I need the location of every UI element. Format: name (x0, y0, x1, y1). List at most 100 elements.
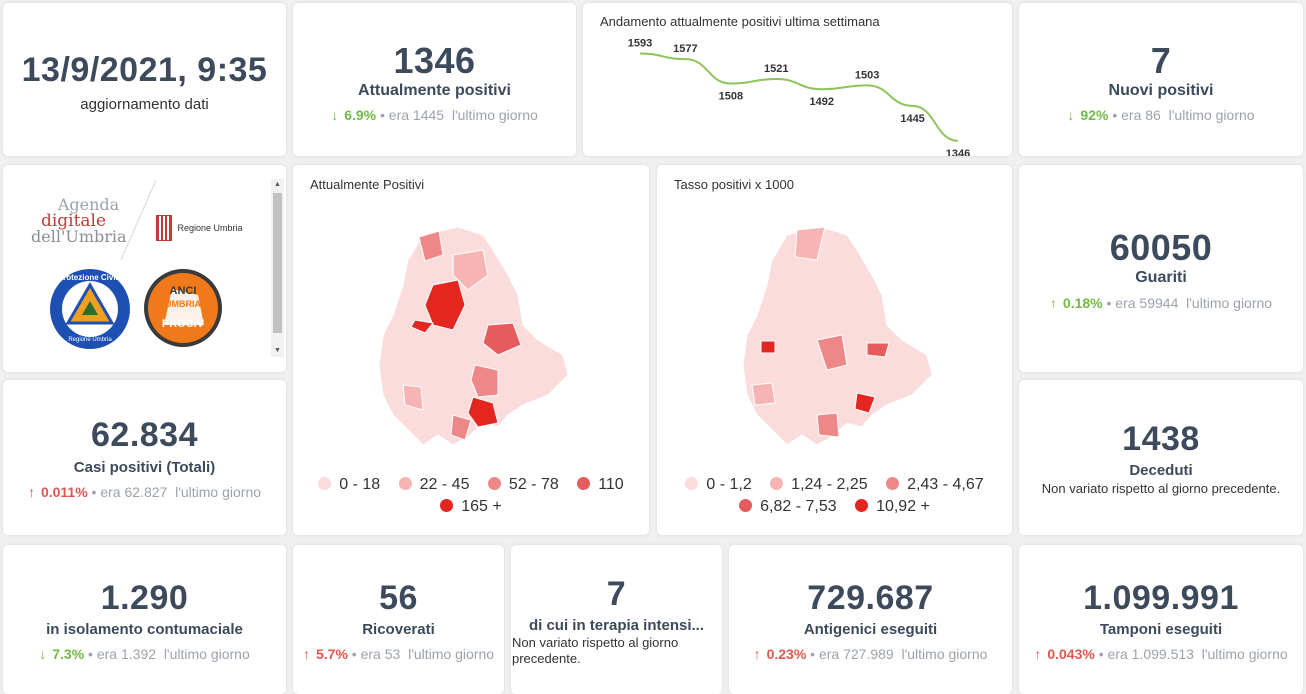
agenda-line2: digitale (40, 211, 107, 231)
attualmente-prev: era 1445 (388, 107, 445, 123)
update-datetime: 13/9/2021, 9:35 (21, 51, 268, 89)
map2-region-south[interactable] (816, 412, 840, 438)
update-label: aggiornamento dati (80, 96, 209, 113)
legend-label: 52 - 78 (508, 476, 559, 493)
guariti-value: 60050 (1109, 227, 1213, 268)
casi-card: 62.834 Casi positivi (Totali) ↑ 0.011% • … (3, 380, 286, 535)
map1-region-foligno[interactable] (482, 322, 522, 356)
arrow-up-icon: ↑ (1049, 295, 1057, 311)
map2-title: Tasso positivi x 1000 (674, 177, 794, 192)
protezione-label: Protezione Civile (57, 273, 123, 282)
legend-dot (318, 477, 332, 490)
trend-line (639, 52, 959, 142)
map-attualmente-card: Attualmente Positivi 0 - 18 22 - 45 52 -… (293, 165, 649, 535)
casi-prev: era 62.827 (100, 484, 168, 500)
ricoverati-delta: ↑ 5.7% • era 53 l'ultimo giorno (302, 646, 495, 662)
map2-region-north[interactable] (794, 226, 826, 261)
map1-legend-item[interactable]: 110 (577, 474, 624, 496)
ricoverati-card: 56 Ricoverati ↑ 5.7% • era 53 l'ultimo gi… (293, 545, 504, 694)
map1-legend: 0 - 18 22 - 45 52 - 78 110 165 + (293, 474, 649, 518)
isolamento-prev: era 1.392 (96, 646, 157, 662)
legend-dot (770, 477, 784, 490)
isolamento-suffix: l'ultimo giorno (163, 646, 250, 662)
scroll-up-icon[interactable]: ▲ (274, 181, 281, 188)
legend-label: 0 - 1,2 (706, 476, 752, 493)
arrow-down-icon: ↓ (1067, 107, 1075, 123)
map2-legend-item[interactable]: 6,82 - 7,53 (739, 496, 837, 518)
arrow-down-icon: ↓ (331, 107, 339, 123)
map1-region-north[interactable] (418, 230, 444, 262)
map1-region-perugia[interactable] (424, 279, 466, 331)
map2-legend-item[interactable]: 2,43 - 4,67 (886, 474, 984, 496)
map2-region-southeast[interactable] (854, 392, 876, 414)
isolamento-card: 1.290 in isolamento contumaciale ↓ 7.3% •… (3, 545, 286, 694)
trend-data-label: 1593 (628, 37, 652, 49)
anci-mid-label: UMBRIA (165, 299, 201, 309)
trend-data-label: 1508 (719, 91, 743, 103)
map2-region-west[interactable] (760, 340, 776, 354)
map1-legend-item[interactable]: 165 + (440, 496, 502, 518)
deceduti-label: Deceduti (1129, 462, 1193, 479)
map1-region-terni[interactable] (467, 396, 499, 428)
map1-legend-item[interactable]: 52 - 78 (487, 474, 559, 496)
arrow-up-icon: ↑ (27, 484, 35, 500)
map1-region-orvieto[interactable] (402, 384, 424, 411)
guariti-label: Guariti (1135, 269, 1187, 286)
attualmente-card: 1346 Attualmente positivi ↓ 6.9% • era 14… (293, 3, 576, 156)
attualmente-value: 1346 (393, 40, 476, 81)
map2-region-east[interactable] (866, 342, 890, 358)
map-attualmente[interactable] (293, 165, 649, 465)
casi-suffix: l'ultimo giorno (175, 484, 262, 500)
guariti-prev: era 59944 (1115, 295, 1179, 311)
scrollbar-thumb[interactable] (273, 193, 282, 333)
legend-label: 22 - 45 (419, 476, 470, 493)
legend-label: 1,24 - 2,25 (791, 476, 868, 493)
legend-label: 2,43 - 4,67 (907, 476, 984, 493)
trend-data-label: 1346 (946, 148, 970, 156)
update-card: 13/9/2021, 9:35 aggiornamento dati (3, 3, 286, 156)
guariti-pct: 0.18% (1062, 295, 1103, 311)
attualmente-delta: ↓ 6.9% • era 1445 l'ultimo giorno (331, 107, 538, 123)
protezione-sub-label: Regione Umbria (68, 337, 112, 343)
map-tasso[interactable] (657, 165, 1012, 465)
ricoverati-value: 56 (379, 579, 418, 617)
trend-data-label: 1492 (809, 96, 833, 108)
map2-legend-item[interactable]: 0 - 1,2 (685, 474, 752, 496)
terapia-card: 7 di cui in terapia intensi... Non varia… (511, 545, 722, 694)
arrow-up-icon: ↑ (753, 646, 761, 662)
map1-title: Attualmente Positivi (310, 177, 425, 192)
trend-chart-title: Andamento attualmente positivi ultima se… (600, 14, 880, 29)
ricoverati-suffix: l'ultimo giorno (408, 646, 495, 662)
map2-legend-item[interactable]: 1,24 - 2,25 (770, 474, 868, 496)
arrow-up-icon: ↑ (302, 646, 310, 662)
tamponi-delta: ↑ 0.043% • era 1.099.513 l'ultimo giorno (1034, 646, 1288, 662)
anci-prociv-logo (144, 269, 222, 347)
nuovi-value: 7 (1150, 40, 1172, 81)
attualmente-label: Attualmente positivi (358, 82, 511, 99)
protezione-civile-logo (50, 269, 130, 349)
map1-legend-item[interactable]: 0 - 18 (318, 474, 380, 496)
agenda-line1: Agenda (57, 195, 120, 214)
arrow-down-icon: ↓ (39, 646, 47, 662)
map2-region-southwest[interactable] (751, 382, 776, 406)
antigenici-prev: era 727.989 (818, 646, 894, 662)
casi-label: Casi positivi (Totali) (73, 459, 216, 476)
regione-umbria-logo: Regione Umbria (156, 215, 243, 241)
deceduti-note: Non variato rispetto al giorno precedent… (1041, 481, 1281, 496)
trend-chart-card: Andamento attualmente positivi ultima se… (583, 3, 1012, 156)
map1-region-west[interactable] (410, 319, 434, 334)
scroll-down-icon[interactable]: ▼ (274, 347, 281, 354)
logos-scrollbar[interactable]: ▲ ▼ (271, 179, 284, 357)
map2-legend-item[interactable]: 10,92 + (855, 496, 930, 518)
antigenici-card: 729.687 Antigenici eseguiti ↑ 0.23% • era… (729, 545, 1012, 694)
map1-region-gubbio[interactable] (452, 249, 489, 291)
map1-region-narni[interactable] (450, 414, 472, 441)
map2-region-center[interactable] (816, 334, 848, 371)
tamponi-prev: era 1.099.513 (1107, 646, 1194, 662)
guariti-delta: ↑ 0.18% • era 59944 l'ultimo giorno (1049, 295, 1273, 311)
map1-legend-item[interactable]: 22 - 45 (398, 474, 470, 496)
nuovi-prev: era 86 (1121, 107, 1161, 123)
nuovi-pct: 92% (1080, 107, 1109, 123)
map1-region-spoleto[interactable] (470, 364, 499, 398)
trend-data-label: 1503 (855, 69, 879, 81)
